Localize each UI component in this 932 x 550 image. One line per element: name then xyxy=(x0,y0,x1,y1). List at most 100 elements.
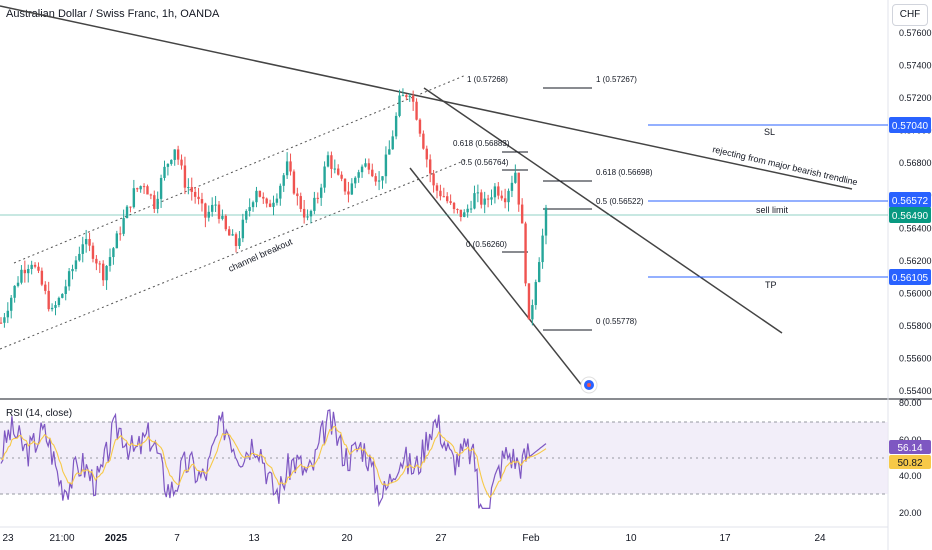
candle-body xyxy=(251,202,255,208)
candle-body xyxy=(238,238,241,246)
candle-body xyxy=(108,257,112,266)
candle-body xyxy=(0,322,3,324)
x-tick-label: 23 xyxy=(2,533,14,544)
candle-body xyxy=(136,188,139,190)
chart-title: Australian Dollar / Swiss Franc, 1h, OAN… xyxy=(6,8,220,20)
x-tick-label: 2025 xyxy=(105,533,128,544)
candle-body xyxy=(91,245,95,259)
candle-body xyxy=(64,286,67,295)
candle-body xyxy=(122,218,125,234)
candle-body xyxy=(524,223,527,284)
x-tick-label: Feb xyxy=(522,533,540,544)
candle-body xyxy=(81,244,84,254)
tp-price-tag xyxy=(889,269,931,285)
fib-left-05-label: 0.5 (0.56764) xyxy=(461,158,509,167)
y-tick-label: 0.57600 xyxy=(899,28,932,38)
fib-right-05-label: 0.5 (0.56522) xyxy=(596,197,644,206)
channel-upper-line[interactable] xyxy=(13,74,467,264)
candle-body xyxy=(367,163,371,170)
candle-body xyxy=(520,204,524,224)
candle-body xyxy=(119,233,122,235)
candle-body xyxy=(326,155,330,167)
candle-body xyxy=(449,201,452,203)
x-tick-label: 21:00 xyxy=(49,533,74,544)
candle-body xyxy=(228,229,231,236)
y-tick-label: 0.55800 xyxy=(899,321,932,331)
candle-body xyxy=(418,119,422,134)
candle-body xyxy=(61,294,64,298)
rsi-ma-line xyxy=(0,425,547,499)
trendline-annotation: rejecting from major bearish trendline xyxy=(712,144,859,187)
candle-body xyxy=(469,208,473,210)
y-tick-label: 0.56200 xyxy=(899,256,932,266)
candle-body xyxy=(142,186,146,188)
candle-body xyxy=(503,198,507,203)
candle-body xyxy=(245,210,248,220)
candle-body xyxy=(425,148,428,160)
currency-button[interactable]: CHF xyxy=(892,4,928,26)
major-bearish-trendline[interactable] xyxy=(0,5,853,190)
candle-body xyxy=(384,154,388,177)
candle-body xyxy=(279,185,282,199)
candle-body xyxy=(78,253,81,261)
descending-trendline[interactable] xyxy=(423,87,783,334)
candle-body xyxy=(510,182,514,191)
candle-body xyxy=(323,166,326,188)
candle-body xyxy=(313,197,316,211)
x-tick-label: 27 xyxy=(435,533,447,544)
candle-body xyxy=(391,136,394,150)
candle-body xyxy=(112,248,115,258)
candle-body xyxy=(115,233,119,249)
candle-body xyxy=(47,290,50,310)
candle-body xyxy=(166,163,170,167)
y-tick-label: 0.56000 xyxy=(899,288,932,298)
candle-body xyxy=(357,172,360,178)
y-tick-label: 0.57400 xyxy=(899,61,932,71)
candle-body xyxy=(493,186,497,198)
candle-body xyxy=(105,265,108,281)
candle-body xyxy=(405,95,408,98)
candle-body xyxy=(214,204,217,206)
candle-body xyxy=(23,269,27,274)
candle-body xyxy=(98,263,101,265)
candle-body xyxy=(57,297,61,306)
candlestick-series[interactable] xyxy=(0,88,548,328)
channel-breakout-line[interactable] xyxy=(409,167,588,393)
fib-right-0618-label: 0.618 (0.56698) xyxy=(596,168,653,177)
candle-body xyxy=(3,317,6,323)
rsi-label: RSI (14, close) xyxy=(6,408,73,419)
candle-body xyxy=(13,285,16,298)
current-price-tag xyxy=(889,207,931,223)
sell-limit-price-tag-text: 0.56572 xyxy=(892,196,929,207)
candle-body xyxy=(415,101,418,120)
rsi-value-text: 56.14 xyxy=(897,443,922,454)
rsi-tick-label: 20.00 xyxy=(899,508,922,518)
candle-body xyxy=(173,149,176,160)
candle-body xyxy=(541,235,544,263)
candle-body xyxy=(507,190,510,203)
fib-right-0-label: 0 (0.55778) xyxy=(596,317,637,326)
candle-body xyxy=(149,194,153,196)
candle-body xyxy=(401,95,405,97)
candle-body xyxy=(183,165,187,188)
time-axis[interactable]: 23 21:00 2025 7 13 20 27 Feb 10 17 24 xyxy=(2,533,826,544)
channel-lower-line[interactable] xyxy=(0,159,467,350)
fib-left-1-label: 1 (0.57268) xyxy=(467,75,508,84)
candle-body xyxy=(16,282,20,286)
candle-body xyxy=(296,193,299,197)
candle-body xyxy=(377,180,381,182)
candle-body xyxy=(255,190,258,203)
candle-body xyxy=(398,95,401,116)
rsi-tick-label: 80.00 xyxy=(899,398,922,408)
candle-body xyxy=(139,186,142,190)
x-tick-label: 7 xyxy=(174,533,180,544)
fib-left-0-label: 0 (0.56260) xyxy=(466,240,507,249)
candle-body xyxy=(268,203,272,207)
candle-body xyxy=(343,178,347,192)
candle-body xyxy=(381,176,384,181)
candle-body xyxy=(350,183,354,195)
candle-body xyxy=(40,270,44,285)
candle-body xyxy=(217,204,221,219)
candle-body xyxy=(163,166,166,178)
